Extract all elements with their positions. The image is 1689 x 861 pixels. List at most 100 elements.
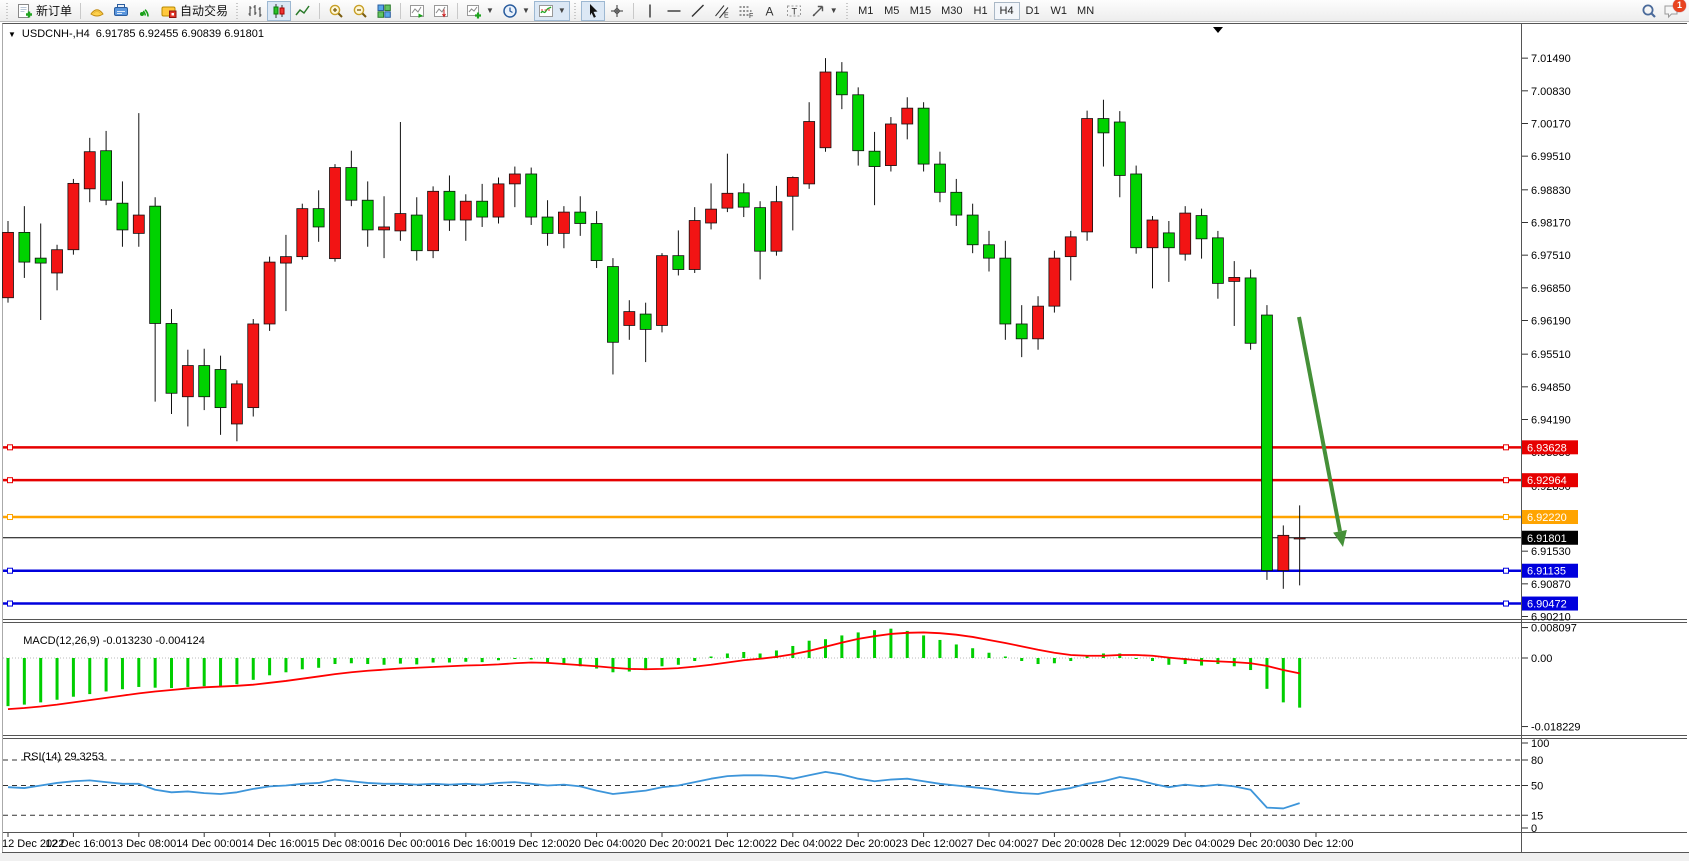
line-chart-mode-button[interactable] — [291, 1, 315, 21]
chart-title-bar[interactable]: ▼ USDCNH-,H4 6.91785 6.92455 6.90839 6.9… — [8, 28, 264, 40]
candle — [1146, 219, 1159, 249]
candle — [132, 214, 145, 234]
line-handle[interactable] — [7, 567, 13, 574]
timeframe-m15[interactable]: M15 — [905, 2, 936, 20]
svg-text:6.99510: 6.99510 — [1531, 151, 1571, 163]
profiles-button[interactable]: ▼ — [498, 1, 534, 21]
line-handle[interactable] — [1503, 444, 1509, 451]
candle — [2, 231, 14, 299]
candle — [263, 261, 276, 325]
bar-chart-mode-button[interactable] — [243, 1, 267, 21]
crosshair-tool-button[interactable] — [605, 1, 629, 21]
signals-button[interactable] — [133, 1, 157, 21]
svg-text:6.91801: 6.91801 — [1527, 533, 1567, 545]
line-handle[interactable] — [7, 477, 13, 484]
indicators-button[interactable]: ▼ — [533, 0, 570, 21]
svg-text:F: F — [749, 13, 753, 19]
macd-signal-line — [7, 631, 1300, 711]
shift-marker-icon[interactable] — [1213, 27, 1223, 33]
line-handle[interactable] — [1503, 567, 1509, 574]
gold-ingot-icon — [90, 8, 104, 16]
arrow-annotation[interactable] — [1297, 316, 1347, 547]
candle — [508, 173, 521, 185]
svg-text:6.92220: 6.92220 — [1527, 512, 1567, 524]
chart-canvas[interactable]: 7.01490 7.00830 7.00170 6.99510 6.98830 6.981… — [0, 22, 1689, 861]
svg-text:20 Dec 04:00: 20 Dec 04:00 — [569, 838, 634, 850]
line-handle[interactable] — [1503, 514, 1509, 521]
candle — [819, 71, 832, 149]
separator — [80, 2, 82, 19]
svg-text:6.96190: 6.96190 — [1531, 316, 1571, 328]
timeframe-m5[interactable]: M5 — [879, 2, 905, 20]
zoom-out-button[interactable] — [348, 1, 372, 21]
tile-windows-button[interactable] — [372, 1, 396, 21]
horizontal-line-tool[interactable] — [662, 1, 686, 21]
arrows-tool[interactable]: ▼ — [806, 1, 842, 21]
timeframe-d1[interactable]: D1 — [1020, 2, 1046, 20]
candle — [1064, 236, 1077, 258]
news-button[interactable] — [109, 1, 133, 21]
timeframe-w1[interactable]: W1 — [1046, 2, 1073, 20]
cursor-tool-button[interactable] — [580, 0, 605, 21]
candle — [329, 167, 341, 260]
svg-text:A: A — [765, 4, 773, 18]
text-label-tool[interactable]: T — [782, 1, 806, 21]
timeframe-h1[interactable]: H1 — [968, 2, 994, 20]
candle — [558, 211, 570, 234]
toolbar-grip — [844, 2, 850, 19]
svg-text:30 Dec 12:00: 30 Dec 12:00 — [1288, 838, 1353, 850]
candle — [378, 226, 390, 231]
separator — [457, 2, 459, 19]
timeframe-m30[interactable]: M30 — [936, 2, 967, 20]
auto-scroll-icon — [410, 4, 425, 18]
line-handle[interactable] — [1503, 477, 1509, 484]
new-chart-button[interactable]: ▼ — [462, 1, 498, 21]
candle — [149, 205, 162, 324]
timeframe-mn[interactable]: MN — [1072, 2, 1099, 20]
vertical-line-tool[interactable] — [638, 1, 662, 21]
svg-text:12 Dec 16:00: 12 Dec 16:00 — [45, 838, 110, 850]
separator — [632, 2, 634, 19]
line-handle[interactable] — [7, 600, 13, 607]
search-icon[interactable] — [1641, 3, 1657, 19]
timeframe-m1[interactable]: M1 — [853, 2, 879, 20]
line-handle[interactable] — [7, 444, 13, 451]
zoom-in-button[interactable] — [324, 1, 348, 21]
candle — [1032, 305, 1044, 340]
svg-text:6.95510: 6.95510 — [1531, 349, 1571, 361]
chart-shift-button[interactable] — [429, 1, 453, 21]
candle — [917, 107, 930, 165]
autotrading-button[interactable]: 自动交易 — [157, 1, 232, 21]
candle — [1179, 212, 1192, 255]
candle — [623, 311, 636, 326]
indicators-icon — [538, 4, 553, 17]
svg-text:T: T — [791, 6, 797, 16]
svg-text:16 Dec 00:00: 16 Dec 00:00 — [372, 838, 437, 850]
line-handle[interactable] — [1503, 600, 1509, 607]
chart-dropdown-icon[interactable]: ▼ — [8, 29, 16, 39]
candle — [459, 200, 472, 221]
dropdown-caret: ▼ — [521, 6, 530, 15]
pane-borders — [2, 23, 1689, 853]
deposit-button[interactable] — [85, 1, 109, 21]
auto-scroll-button[interactable] — [405, 1, 429, 21]
candle — [737, 192, 750, 208]
candle — [754, 207, 766, 252]
level-price-labels: 6.93628 6.92964 6.92220 6.91801 6.91135 6.904… — [1522, 440, 1578, 611]
fibonacci-tool[interactable]: F — [734, 1, 758, 21]
trendline-tool[interactable] — [686, 1, 710, 21]
channel-tool[interactable]: E — [710, 1, 734, 21]
candlestick-mode-button[interactable] — [267, 0, 292, 21]
new-order-button[interactable]: 新订单 — [13, 1, 76, 21]
candle — [492, 183, 505, 218]
candle — [901, 107, 914, 125]
notifications-button[interactable]: 1 — [1663, 0, 1686, 19]
svg-text:22 Dec 04:00: 22 Dec 04:00 — [765, 838, 830, 850]
svg-text:6.98170: 6.98170 — [1531, 217, 1571, 229]
chart-window[interactable]: 7.01490 7.00830 7.00170 6.99510 6.98830 6.981… — [0, 22, 1689, 861]
text-tool[interactable]: A — [758, 1, 782, 21]
toolbar: 新订单 自动交易 — [0, 0, 1689, 22]
line-handle[interactable] — [7, 514, 13, 521]
horizontal-line-icon — [667, 9, 681, 12]
timeframe-h4[interactable]: H4 — [993, 2, 1020, 20]
